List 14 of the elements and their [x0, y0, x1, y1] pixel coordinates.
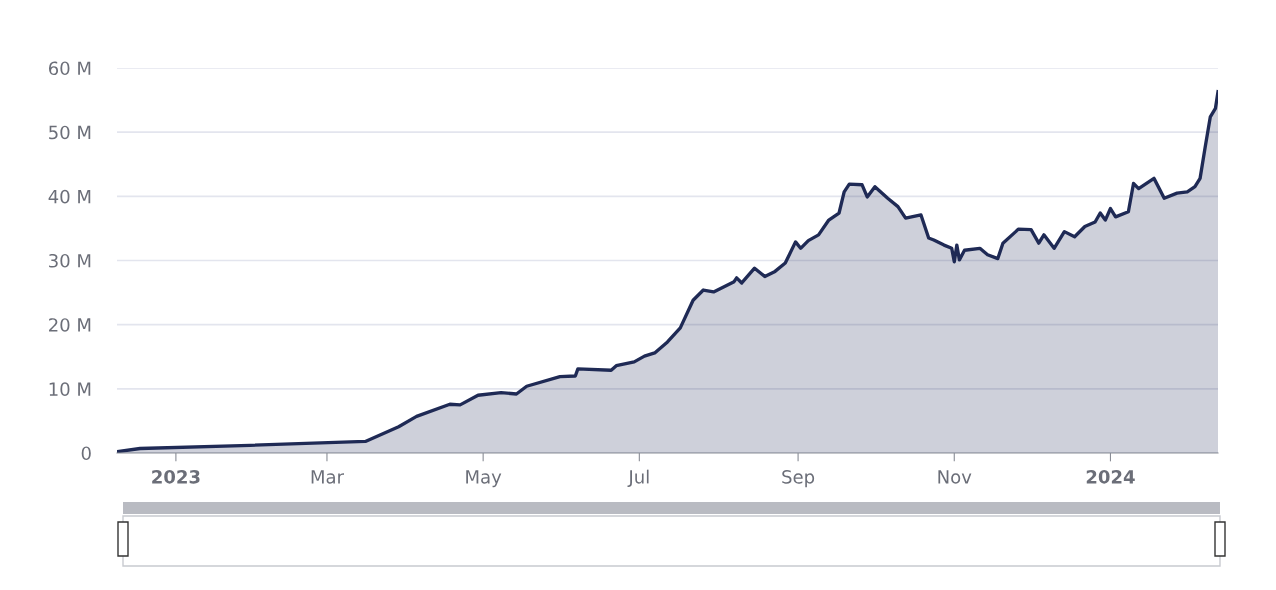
- y-tick-label: 20 M: [49, 318, 91, 332]
- y-tick-label: 40 M: [48, 189, 91, 204]
- x-tick-label: Nov: [938, 470, 972, 484]
- x-tick-label: May: [466, 470, 502, 488]
- y-tick-label: 30 M: [49, 253, 91, 268]
- x-tick-label: Jul: [627, 469, 649, 487]
- y-tick-label: 60 M: [48, 61, 91, 76]
- x-tick-label: 2023: [152, 469, 200, 484]
- x-tick-label: Sep: [782, 469, 815, 488]
- y-tick-label: 10 M: [49, 382, 91, 396]
- y-tick-label: 0: [81, 446, 91, 461]
- x-tick-label: 2024: [1086, 469, 1135, 484]
- x-tick-label: Mar: [311, 470, 344, 484]
- y-tick-label: 50 M: [49, 125, 91, 140]
